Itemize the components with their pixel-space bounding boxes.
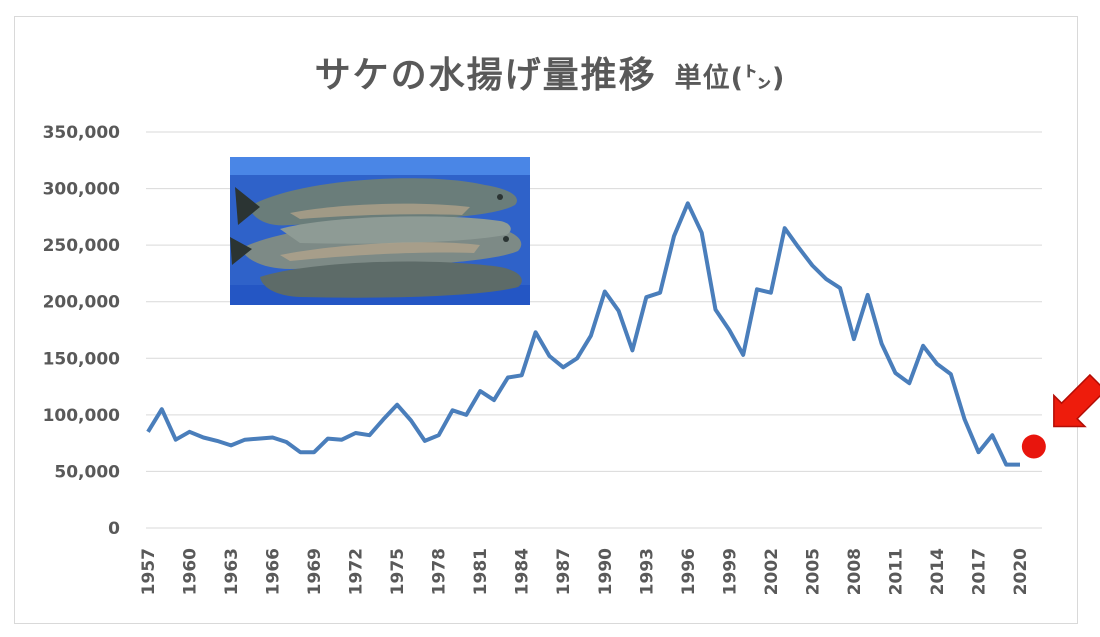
chart-title: サケの水揚げ量推移 単位(㌧) [0,46,1100,98]
y-tick-label: 50,000 [54,462,120,482]
x-tick-label: 1984 [513,548,533,595]
y-tick-label: 350,000 [43,123,121,143]
x-tick-label: 1975 [388,548,408,595]
x-tick-label: 2011 [886,548,906,595]
y-tick-label: 200,000 [43,293,121,313]
x-tick-label: 1957 [139,548,159,595]
chart-frame [14,16,1078,624]
x-tick-label: 1963 [222,548,242,595]
x-tick-label: 1969 [305,548,325,595]
x-tick-label: 1999 [720,548,740,595]
x-tick-label: 2014 [928,548,948,595]
y-tick-label: 250,000 [43,236,121,256]
x-tick-label: 1996 [679,548,699,595]
x-tick-label: 1990 [596,548,616,595]
x-tick-label: 2020 [1011,548,1031,595]
x-tick-label: 2017 [969,548,989,595]
salmon-illustration [230,157,530,305]
x-tick-label: 1993 [637,548,657,595]
x-tick-label: 1987 [554,548,574,595]
unit-label: 単位(㌧) [674,63,786,94]
x-tick-label: 2008 [845,548,865,595]
x-tick-label: 1966 [264,548,284,595]
series-line [146,201,1020,467]
y-tick-label: 300,000 [43,180,121,200]
title-text: サケの水揚げ量推移 [314,55,657,96]
x-tick-label: 2002 [762,548,782,595]
x-tick-label: 1960 [181,548,201,595]
x-tick-label: 2005 [803,548,823,595]
y-tick-label: 100,000 [43,406,121,426]
highlight-marker [1021,434,1046,459]
x-tick-label: 1972 [347,548,367,595]
salmon-photo [230,157,530,305]
x-tick-label: 1981 [471,548,491,595]
y-tick-label: 0 [108,519,120,539]
y-tick-label: 150,000 [43,349,121,369]
pointer-arrow-icon [1053,373,1100,428]
x-tick-label: 1978 [430,548,450,595]
